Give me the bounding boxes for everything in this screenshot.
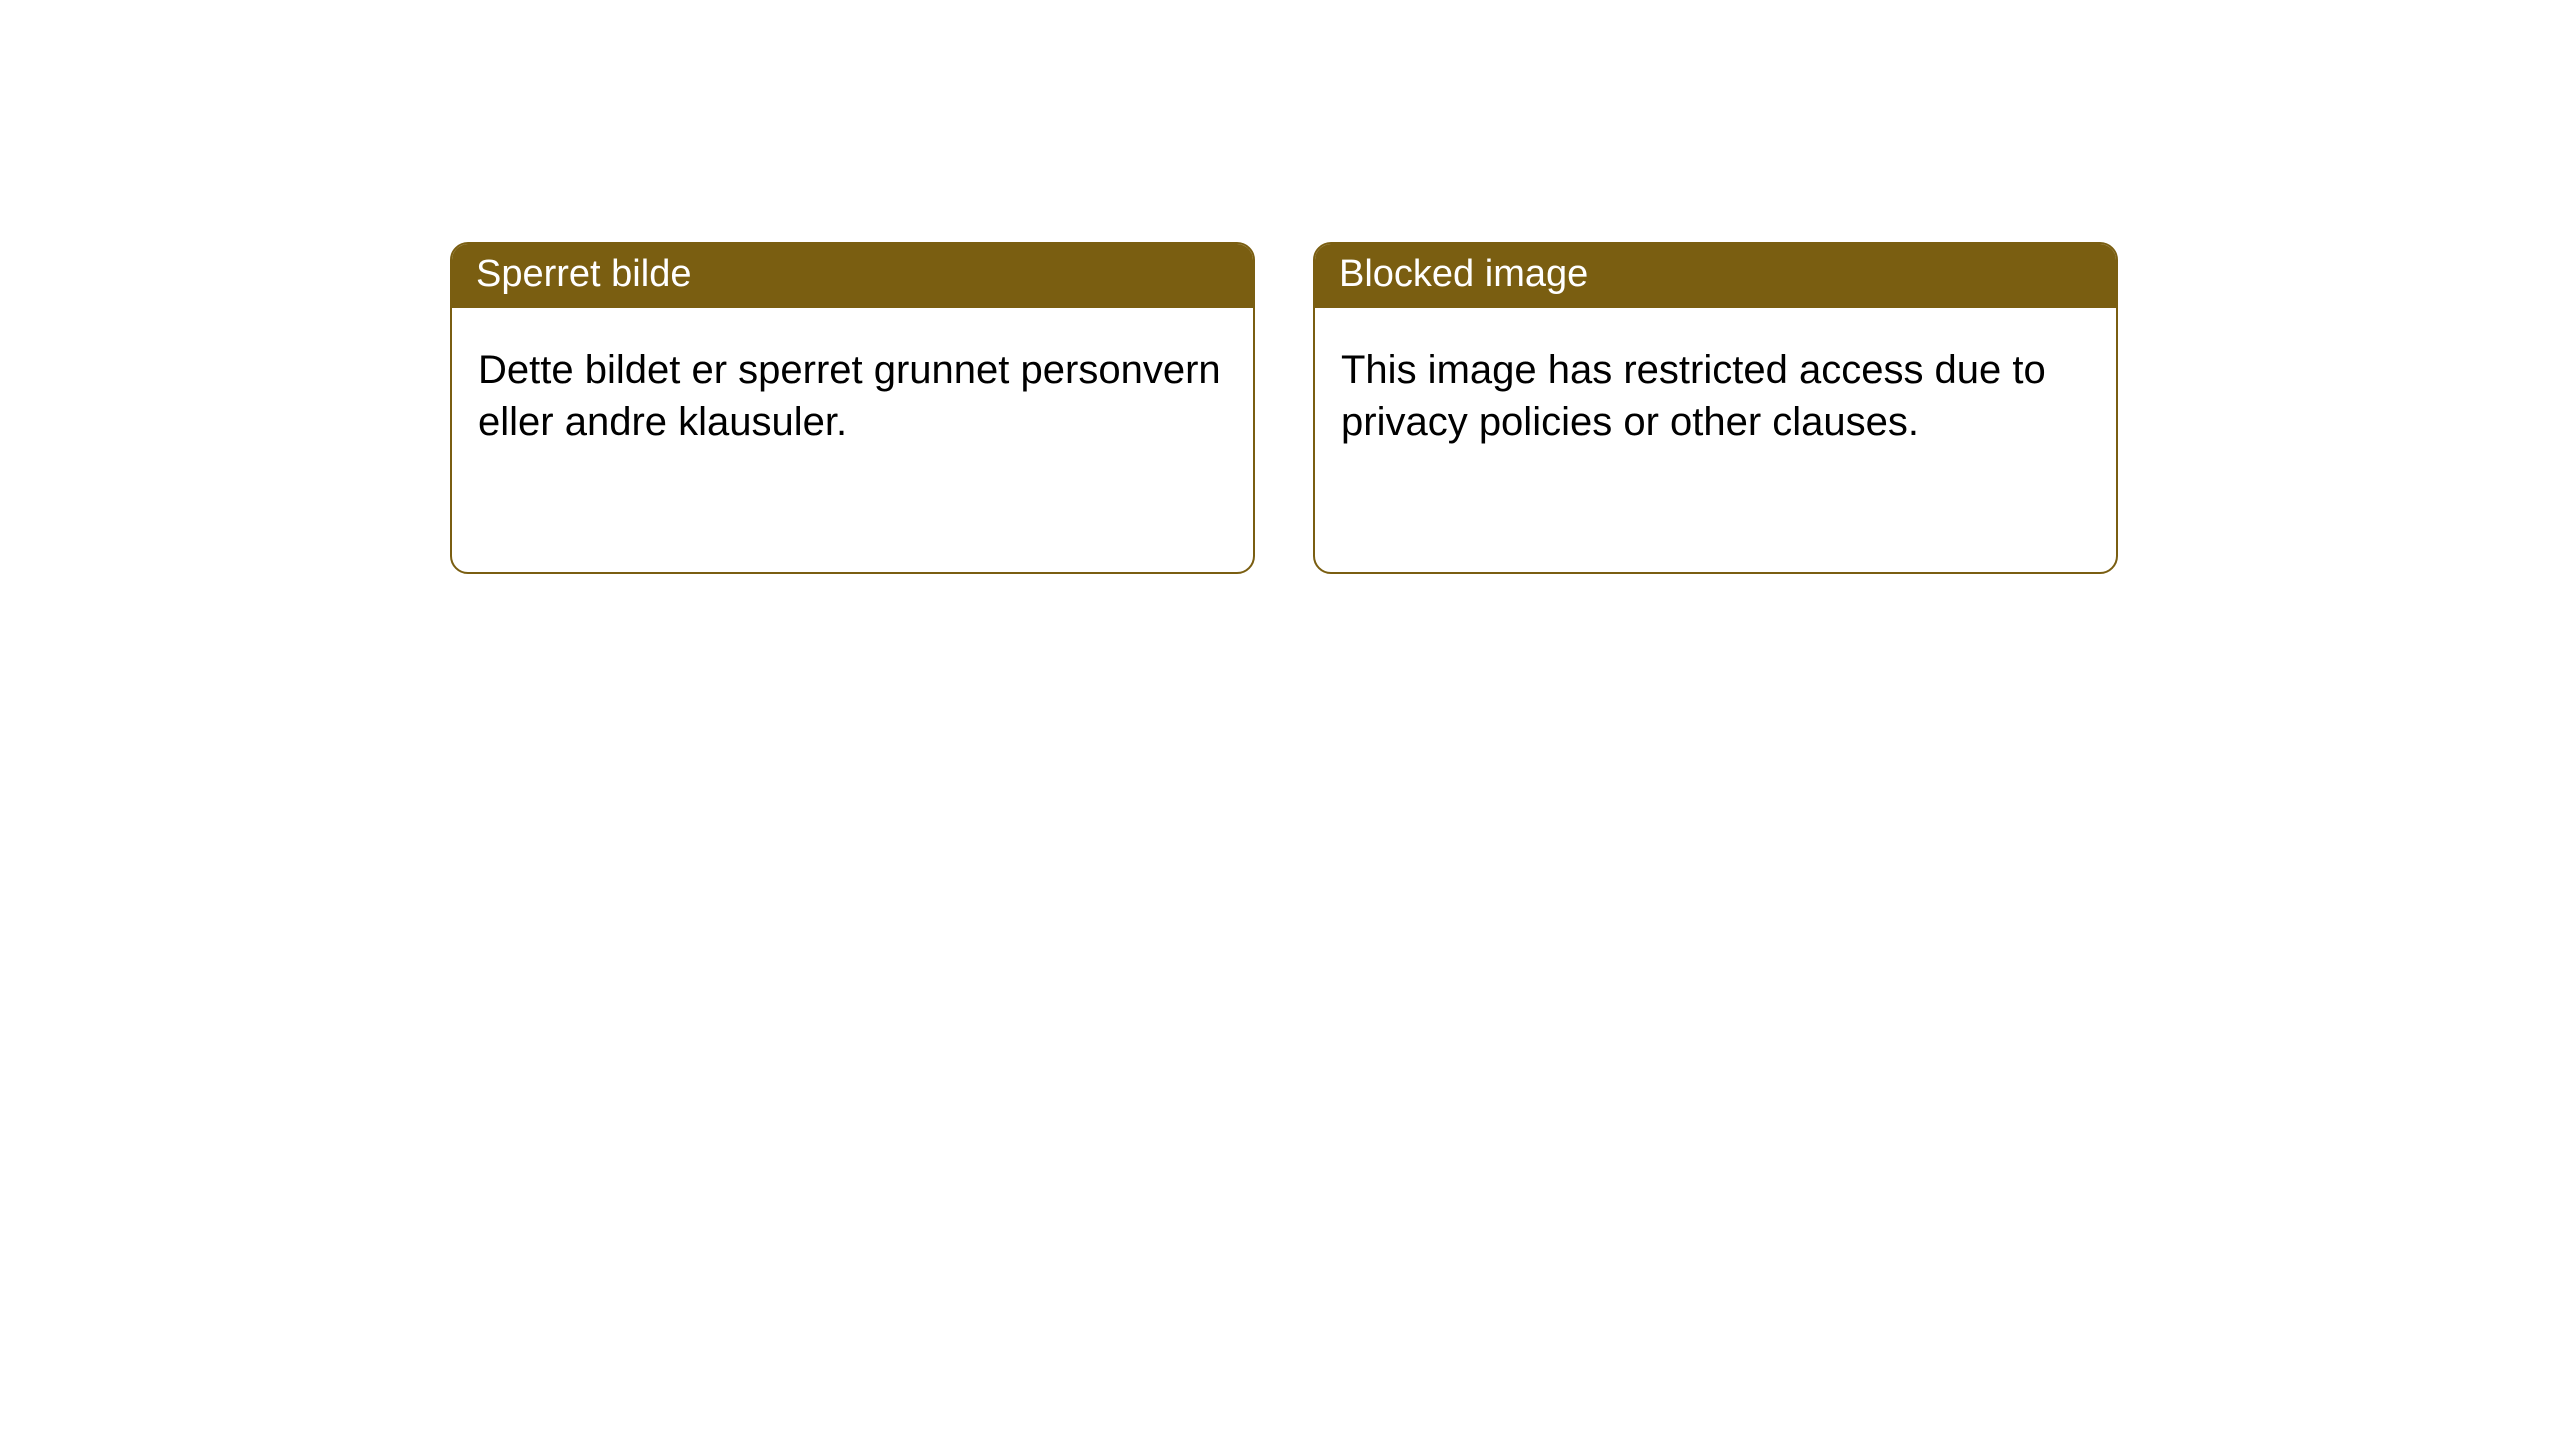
card-title: Sperret bilde xyxy=(476,253,691,295)
notice-card-english: Blocked image This image has restricted … xyxy=(1313,242,2118,574)
card-header: Blocked image xyxy=(1315,244,2116,308)
notice-container: Sperret bilde Dette bildet er sperret gr… xyxy=(0,0,2560,574)
card-body-text: This image has restricted access due to … xyxy=(1341,348,2046,444)
card-body: This image has restricted access due to … xyxy=(1315,308,2116,484)
card-body: Dette bildet er sperret grunnet personve… xyxy=(452,308,1253,484)
card-header: Sperret bilde xyxy=(452,244,1253,308)
notice-card-norwegian: Sperret bilde Dette bildet er sperret gr… xyxy=(450,242,1255,574)
card-title: Blocked image xyxy=(1339,253,1588,295)
card-body-text: Dette bildet er sperret grunnet personve… xyxy=(478,348,1221,444)
